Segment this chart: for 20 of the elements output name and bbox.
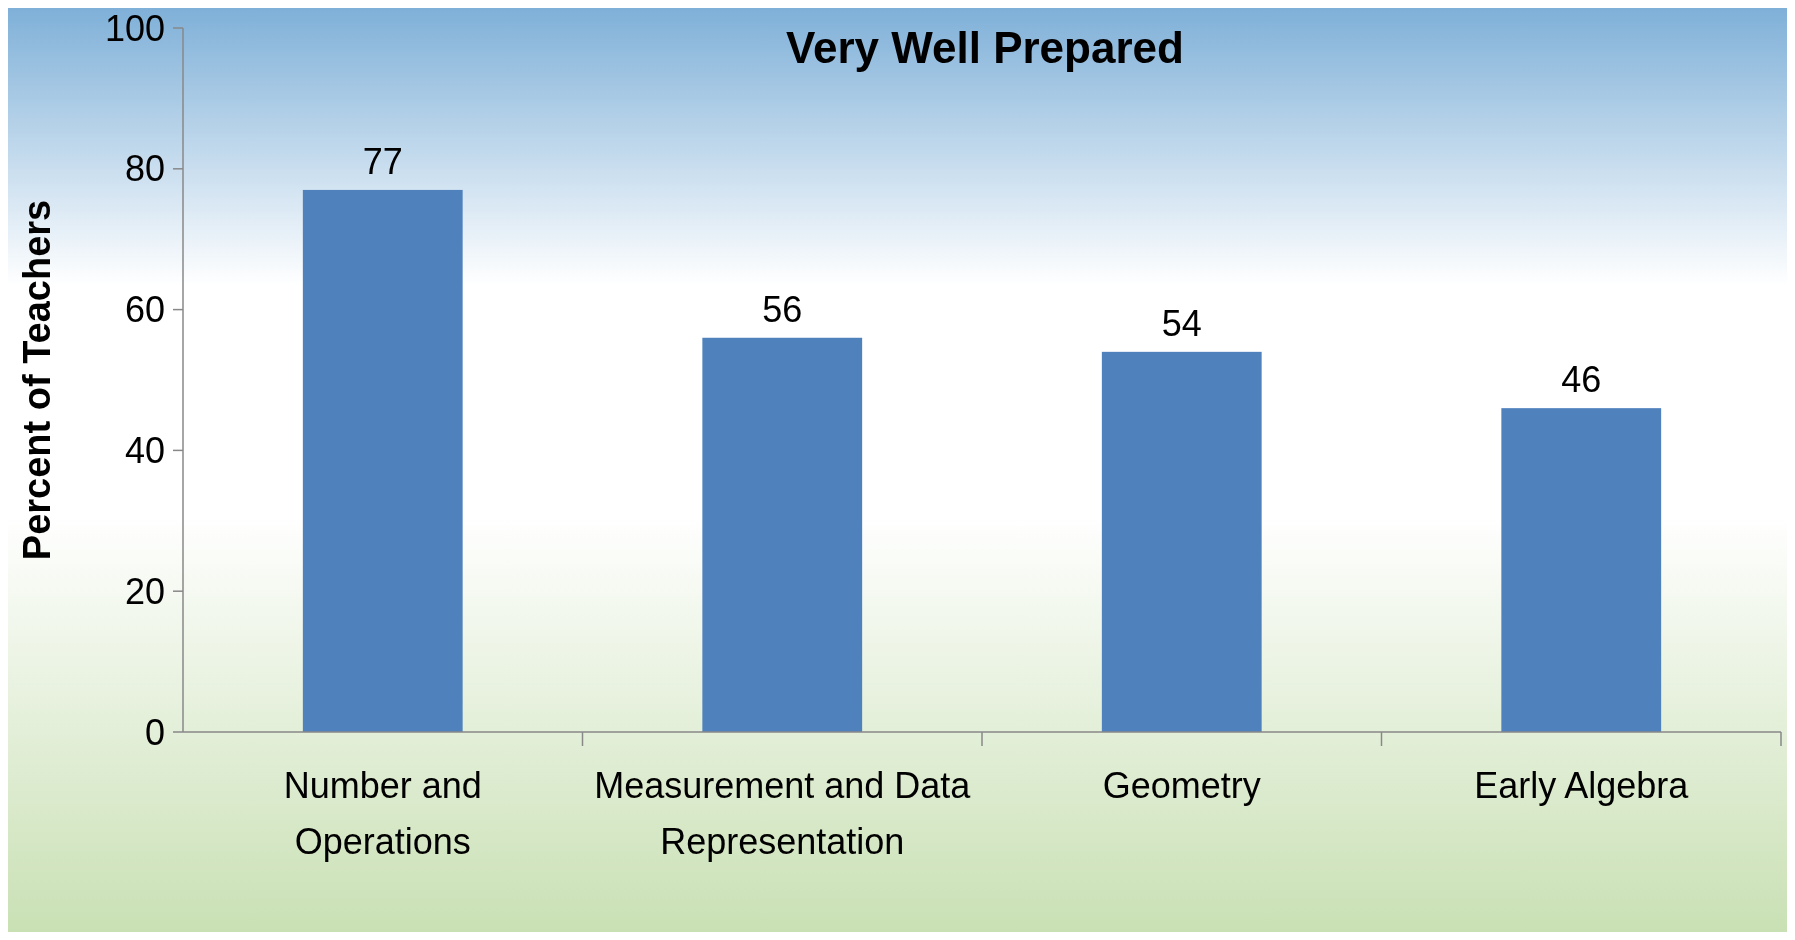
data-label: 77 [362,140,403,182]
y-tick-label: 20 [124,570,165,612]
y-tick-label: 100 [104,7,165,49]
x-tick-label: Geometry [1102,765,1261,806]
y-tick-label: 0 [144,711,165,753]
y-tick-label: 40 [124,430,165,471]
chart-title: Very Well Prepared [786,23,1184,72]
bar [1101,351,1262,732]
x-tick-label: Early Algebra [1474,765,1690,806]
data-label: 56 [762,288,803,330]
x-tick-label: Number and Operations [283,765,482,862]
bar [702,337,863,732]
y-axis-title: Percent of Teachers [16,199,58,561]
bar [1501,408,1662,732]
bar [302,189,463,732]
y-tick-label: 80 [124,148,165,190]
data-label: 54 [1161,302,1202,344]
y-tick-label: 60 [124,289,165,331]
data-label: 46 [1561,359,1602,401]
x-tick-label: Measurement and Data Representation [594,765,972,862]
